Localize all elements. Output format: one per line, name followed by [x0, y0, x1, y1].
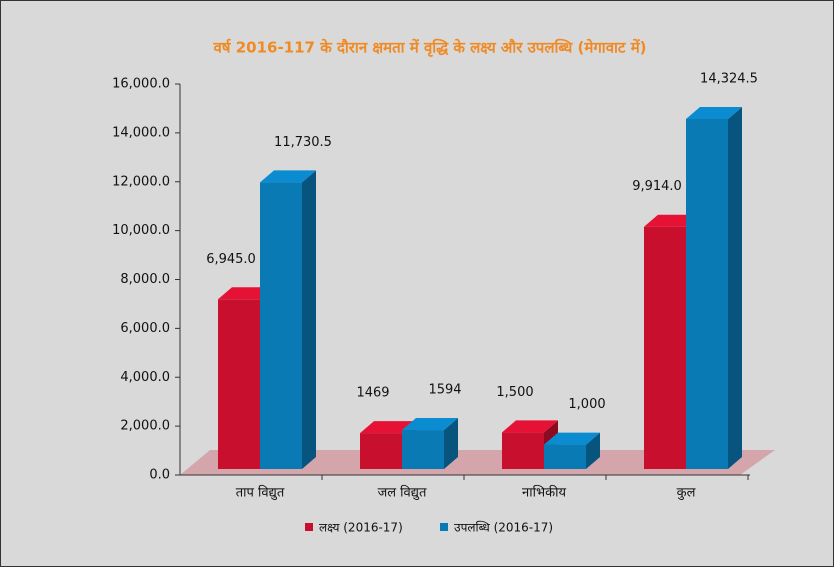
bar-top: [402, 418, 458, 431]
y-tick-label: 14,000.0: [112, 125, 170, 140]
bar: [360, 433, 402, 469]
x-tick-label: जल विद्युत: [378, 485, 427, 501]
bar-side: [444, 418, 458, 469]
bar-side: [302, 170, 316, 469]
legend-swatch: [305, 523, 313, 531]
bar: [218, 299, 260, 469]
value-label: 14,324.5: [700, 71, 758, 86]
y-tick-label: 10,000.0: [112, 223, 170, 238]
bar-top: [544, 432, 600, 445]
value-label: 11,730.5: [274, 135, 332, 150]
chart-title: वर्ष 2016-117 के दौरान क्षमता में वृद्धि…: [212, 39, 646, 58]
bar: [686, 118, 728, 469]
y-tick-label: 4,000.0: [120, 370, 170, 385]
bar-side: [586, 432, 600, 469]
bar: [402, 430, 444, 469]
legend-label: लक्ष्य (2016-17): [319, 521, 403, 535]
y-tick-label: 12,000.0: [112, 174, 170, 189]
value-label: 9,914.0: [632, 179, 682, 194]
y-tick-label: 2,000.0: [120, 419, 170, 434]
x-tick-label: ताप विद्युत: [236, 485, 285, 501]
y-tick-label: 6,000.0: [120, 321, 170, 336]
value-label: 1,000: [568, 397, 605, 412]
bar: [644, 226, 686, 469]
y-tick-label: 0.0: [149, 468, 170, 483]
value-label: 1,500: [496, 385, 533, 400]
bar-top: [260, 170, 316, 183]
legend-label: उपलब्धि (2016-17): [454, 521, 553, 535]
value-label: 1469: [356, 386, 389, 401]
x-tick-label: नाभिकीय: [522, 485, 566, 501]
legend-swatch: [440, 523, 448, 531]
bar: [544, 444, 586, 469]
x-tick-label: कुल: [677, 486, 696, 501]
value-label: 1594: [428, 383, 461, 398]
bar-top: [686, 106, 742, 119]
y-tick-label: 16,000.0: [112, 77, 170, 92]
bar: [260, 182, 302, 469]
floor: [180, 450, 775, 475]
y-tick-label: 8,000.0: [120, 272, 170, 287]
bar: [502, 432, 544, 469]
value-label: 6,945.0: [206, 252, 256, 267]
bar-side: [728, 106, 742, 469]
bar-top: [502, 420, 558, 433]
